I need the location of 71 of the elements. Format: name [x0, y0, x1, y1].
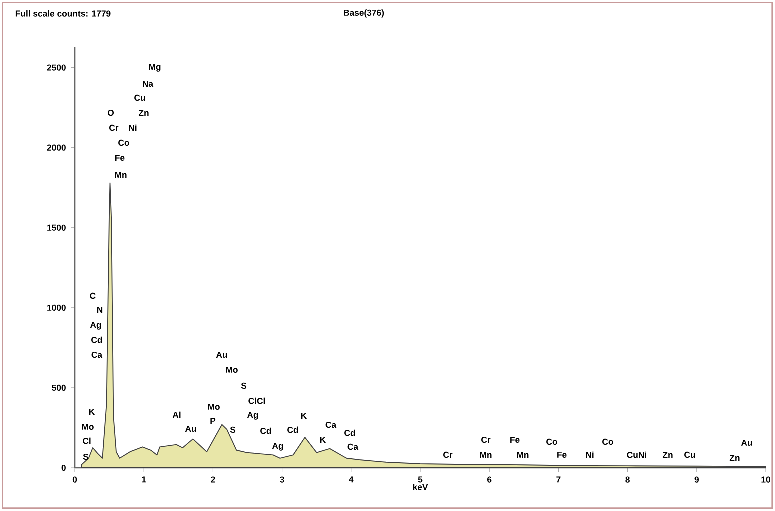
annotation: Mo — [82, 424, 94, 430]
annotation: Cu — [134, 94, 146, 102]
x-tick-label: 2 — [211, 476, 216, 483]
annotation: S — [241, 382, 247, 390]
annotation: Mn — [480, 452, 492, 458]
annotation: C — [90, 292, 96, 300]
x-tick-label: 4 — [349, 476, 354, 483]
annotation: S — [83, 454, 89, 460]
annotation: Fe — [510, 436, 520, 444]
annotation: Co — [602, 438, 614, 446]
annotation: Al — [172, 412, 181, 418]
annotation: Mn — [115, 172, 127, 178]
annotation: Au — [216, 352, 228, 358]
annotation: S — [230, 426, 236, 434]
y-tick-label: 1500 — [48, 224, 66, 231]
annotation: Cr — [482, 436, 491, 444]
annotation: Cd — [344, 430, 356, 436]
y-tick-label: 2000 — [47, 144, 66, 151]
annotation: Cd — [288, 426, 298, 434]
x-tick-label: 6 — [488, 476, 492, 483]
y-tick-label: 1000 — [48, 304, 66, 311]
x-tick-label: 5 — [418, 476, 423, 483]
annotation: Cr — [444, 452, 453, 458]
annotation: K — [320, 437, 326, 443]
x-tick-label: 10 — [762, 476, 770, 483]
annotation: Zn — [662, 452, 673, 458]
annotation: Ag — [90, 322, 102, 330]
annotation: Au — [185, 426, 196, 432]
annotation: Ag — [247, 412, 258, 420]
x-tick-label: 9 — [694, 476, 699, 483]
annotation: Cu — [684, 452, 696, 458]
x-tick-label: 3 — [280, 476, 284, 483]
annotation: Ca — [92, 352, 103, 358]
annotation: Na — [143, 80, 154, 88]
annotation: Ni — [586, 452, 594, 458]
annotation: Ca — [348, 444, 359, 450]
annotation: K — [301, 413, 308, 419]
annotation: K — [89, 409, 96, 415]
y-tick-label: 2500 — [47, 64, 66, 71]
chart-title: Full scale counts: 1779 — [16, 10, 111, 17]
annotation: Cr — [110, 124, 119, 132]
annotation: Fe — [558, 452, 567, 458]
x-axis-title: keV — [413, 484, 428, 490]
annotation: Co — [118, 140, 130, 146]
x-tick-label: 0 — [72, 476, 78, 483]
annotation: N — [97, 307, 103, 313]
annotation: Mn — [517, 452, 529, 458]
annotation: ClCl — [248, 398, 266, 404]
annotation: Cd — [260, 428, 272, 434]
x-tick-label: 8 — [626, 476, 630, 483]
annotation: P — [210, 418, 216, 424]
annotation: Mo — [226, 366, 238, 374]
x-tick-label: 1 — [142, 476, 146, 483]
annotation: Co — [546, 438, 558, 446]
annotation: Fe — [116, 154, 125, 162]
annotation: O — [108, 110, 114, 116]
annotation: Zn — [730, 455, 740, 461]
annotation: Cd — [92, 336, 102, 344]
annotation: Ca — [326, 422, 337, 428]
chart-subtitle: Base(376) — [344, 10, 384, 18]
x-tick-label: 7 — [556, 476, 561, 483]
y-tick-label: 0 — [62, 464, 66, 472]
annotation: Zn — [138, 110, 149, 116]
annotation: Mg — [149, 64, 161, 72]
annotation: Mo — [208, 404, 220, 410]
y-tick-label: 500 — [52, 384, 66, 392]
annotation: Ni — [129, 124, 137, 132]
annotation: Cl — [83, 438, 91, 444]
annotation: CuNi — [627, 452, 646, 458]
annotation: Au — [741, 440, 752, 446]
annotation: Ag — [272, 443, 284, 451]
